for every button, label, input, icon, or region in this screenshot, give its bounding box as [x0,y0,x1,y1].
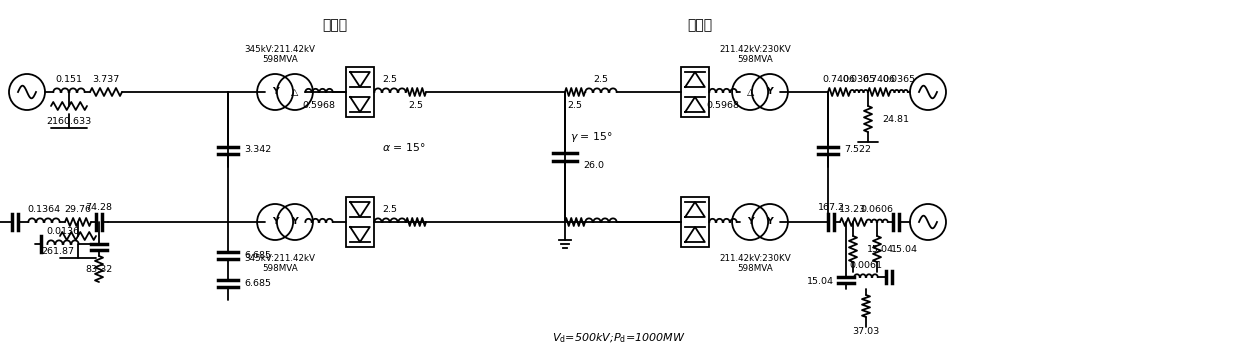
Text: 345kV:211.42kV
598MVA: 345kV:211.42kV 598MVA [244,254,316,273]
Text: $V_{\mathrm{d}}$=500kV;$P_{\mathrm{d}}$=1000MW: $V_{\mathrm{d}}$=500kV;$P_{\mathrm{d}}$=… [553,331,686,345]
Text: 0.151: 0.151 [56,76,83,84]
Text: 0.5968: 0.5968 [706,101,740,109]
Text: 2.5: 2.5 [409,101,424,109]
Text: 6.685: 6.685 [244,279,271,289]
Text: Y: Y [767,218,773,227]
Bar [346,67,374,117]
Text: 15.04: 15.04 [891,245,918,254]
Text: 0.0061: 0.0061 [850,261,882,269]
Text: $\alpha$ = 15°: $\alpha$ = 15° [382,141,425,153]
Text: 211.42kV:230KV
598MVA: 211.42kV:230KV 598MVA [719,254,790,273]
Text: △: △ [291,88,299,97]
Text: 0.0136: 0.0136 [46,227,79,236]
Text: 0.1364: 0.1364 [27,206,61,215]
Text: 211.42kV:230KV
598MVA: 211.42kV:230KV 598MVA [719,45,790,64]
Text: 2.5: 2.5 [383,76,398,84]
Text: △: △ [746,88,753,97]
Text: $\gamma$ = 15°: $\gamma$ = 15° [570,130,612,144]
Text: 15.04: 15.04 [807,277,834,286]
Text: 0.0365: 0.0365 [843,76,876,84]
Text: 15.04: 15.04 [867,245,895,254]
Text: 83.32: 83.32 [85,265,113,274]
Text: 2160.633: 2160.633 [46,118,92,126]
Text: 167.2: 167.2 [818,203,845,212]
Text: 0.0365: 0.0365 [882,76,916,84]
Text: 74.28: 74.28 [85,203,113,212]
Text: 3.737: 3.737 [93,76,120,84]
Text: 2.5: 2.5 [567,101,582,109]
Text: 0.5968: 0.5968 [302,101,336,109]
Text: 345kV:211.42kV
598MVA: 345kV:211.42kV 598MVA [244,45,316,64]
Text: 0.7406: 0.7406 [862,76,896,84]
Text: 13.23: 13.23 [839,206,866,215]
Text: Y: Y [271,88,279,97]
Text: 26.0: 26.0 [584,160,603,169]
Text: 2.5: 2.5 [593,76,608,84]
Text: Y: Y [271,218,279,227]
Text: 0.7406: 0.7406 [823,76,855,84]
Text: Y: Y [767,88,773,97]
Text: 0.0606: 0.0606 [861,206,893,215]
Text: 7.522: 7.522 [844,146,871,155]
Text: 6.685: 6.685 [244,252,271,261]
Text: 逆变器: 逆变器 [688,18,712,32]
Text: 37.03: 37.03 [852,327,880,336]
Bar [681,67,709,117]
Text: 261.87: 261.87 [41,248,74,257]
Text: 整流器: 整流器 [322,18,348,32]
Text: 3.342: 3.342 [244,146,271,155]
Text: 2.5: 2.5 [383,206,398,215]
Text: Y: Y [291,218,299,227]
Text: 24.81: 24.81 [882,115,909,125]
Text: 29.76: 29.76 [64,206,92,215]
Text: Y: Y [747,218,753,227]
Bar [346,197,374,247]
Bar [681,197,709,247]
